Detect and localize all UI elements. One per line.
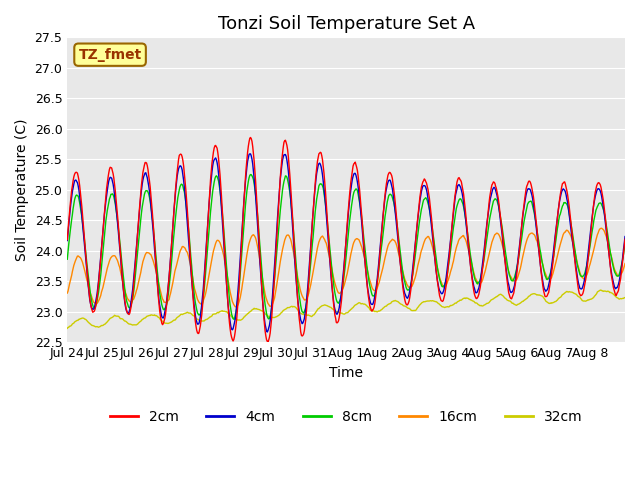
Legend: 2cm, 4cm, 8cm, 16cm, 32cm: 2cm, 4cm, 8cm, 16cm, 32cm — [104, 404, 588, 430]
Title: Tonzi Soil Temperature Set A: Tonzi Soil Temperature Set A — [218, 15, 475, 33]
Text: TZ_fmet: TZ_fmet — [79, 48, 141, 62]
X-axis label: Time: Time — [329, 366, 363, 380]
Y-axis label: Soil Temperature (C): Soil Temperature (C) — [15, 119, 29, 261]
